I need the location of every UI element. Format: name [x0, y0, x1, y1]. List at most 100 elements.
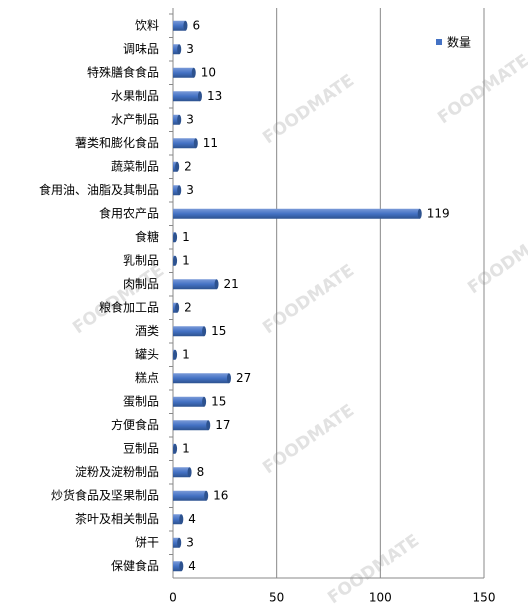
value-label: 21	[224, 277, 239, 291]
y-tick-label: 食用农产品	[99, 205, 159, 220]
y-tick-label: 糕点	[135, 371, 159, 385]
value-label: 2	[184, 159, 192, 173]
value-label: 3	[186, 42, 194, 56]
value-label: 10	[201, 65, 216, 79]
bar	[173, 67, 194, 78]
bar	[173, 302, 178, 313]
bar-end	[173, 349, 178, 360]
bar-end	[177, 44, 182, 55]
y-tick-label: 保健食品	[111, 558, 159, 573]
y-tick-label: 食糖	[135, 229, 159, 244]
value-label: 4	[188, 512, 196, 526]
value-label: 2	[184, 300, 192, 314]
y-tick-label: 蛋制品	[123, 394, 159, 408]
value-label: 17	[215, 418, 230, 432]
bar-end	[417, 208, 422, 219]
y-tick-label: 饼干	[135, 535, 159, 549]
value-label: 1	[182, 441, 190, 455]
value-label: 1	[182, 230, 190, 244]
y-tick-label: 淀粉及淀粉制品	[75, 465, 159, 479]
y-tick-label: 薯类和膨化食品	[75, 135, 159, 150]
bar	[173, 326, 205, 337]
watermark: FOODMATE	[259, 71, 358, 149]
bar-end	[173, 255, 178, 266]
value-label: 3	[186, 112, 194, 126]
bar	[173, 91, 200, 102]
value-label: 6	[192, 18, 200, 32]
y-tick-label: 水果制品	[111, 89, 159, 103]
bar-end	[202, 396, 207, 407]
bar	[173, 373, 229, 384]
watermark: FOODMATE	[434, 51, 528, 129]
bar-end	[204, 490, 209, 501]
y-tick-label: 豆制品	[123, 441, 159, 455]
value-label: 13	[207, 89, 222, 103]
bar-end	[177, 185, 182, 196]
y-tick-label: 方便食品	[111, 417, 159, 432]
value-label: 27	[236, 371, 251, 385]
bar-end	[226, 373, 231, 384]
bar-end	[214, 279, 219, 290]
bar	[173, 514, 182, 525]
bar	[173, 420, 209, 431]
y-tick-label: 粮食加工品	[99, 299, 159, 314]
bar-end	[197, 91, 202, 102]
value-label: 15	[211, 394, 226, 408]
bar-end	[202, 326, 207, 337]
bar-end	[193, 138, 198, 149]
bar	[173, 138, 196, 149]
watermark: FOODMATE	[464, 221, 528, 299]
value-label: 3	[186, 183, 194, 197]
watermark: FOODMATE	[259, 261, 358, 339]
bar	[173, 279, 217, 290]
bar	[173, 561, 182, 572]
bar	[173, 537, 180, 548]
y-tick-label: 蔬菜制品	[111, 159, 159, 173]
legend-label: 数量	[447, 35, 471, 50]
bar-end	[179, 514, 184, 525]
x-tick-label: 100	[369, 591, 392, 605]
y-tick-label: 饮料	[135, 18, 159, 32]
y-tick-label: 炒货食品及坚果制品	[51, 487, 159, 502]
bar-end	[173, 443, 178, 454]
bar-end	[191, 67, 196, 78]
y-tick-label: 水产制品	[111, 112, 159, 126]
x-tick-label: 50	[269, 591, 284, 605]
bar-end	[177, 114, 182, 125]
bar-end	[175, 161, 180, 172]
bar-end	[175, 302, 180, 313]
value-label: 15	[211, 324, 226, 338]
bar	[173, 185, 180, 196]
x-tick-label: 0	[169, 591, 177, 605]
value-label: 1	[182, 347, 190, 361]
bar	[173, 161, 178, 172]
bar	[173, 44, 180, 55]
y-tick-label: 调味品	[123, 42, 159, 56]
y-tick-label: 罐头	[135, 347, 159, 361]
bar-end	[173, 232, 178, 243]
bar-end	[187, 467, 192, 478]
bar	[173, 490, 207, 501]
bar-end	[179, 561, 184, 572]
bar	[173, 20, 186, 31]
y-tick-label: 食用油、油脂及其制品	[39, 182, 159, 197]
value-label: 16	[213, 488, 228, 502]
bar	[173, 396, 205, 407]
bar-end	[183, 20, 188, 31]
value-label: 1	[182, 253, 190, 267]
y-tick-label: 肉制品	[123, 277, 159, 291]
value-label: 8	[197, 465, 205, 479]
y-tick-label: 酒类	[135, 324, 159, 338]
bar-end	[177, 537, 182, 548]
value-label: 3	[186, 535, 194, 549]
bar	[173, 208, 420, 219]
value-label: 4	[188, 559, 196, 573]
x-tick-label: 150	[473, 591, 496, 605]
bar	[173, 114, 180, 125]
bar-end	[206, 420, 211, 431]
bar	[173, 467, 190, 478]
y-tick-label: 特殊膳食食品	[87, 64, 159, 79]
watermark: FOODMATE	[259, 401, 358, 479]
y-tick-label: 茶叶及相关制品	[75, 511, 159, 526]
